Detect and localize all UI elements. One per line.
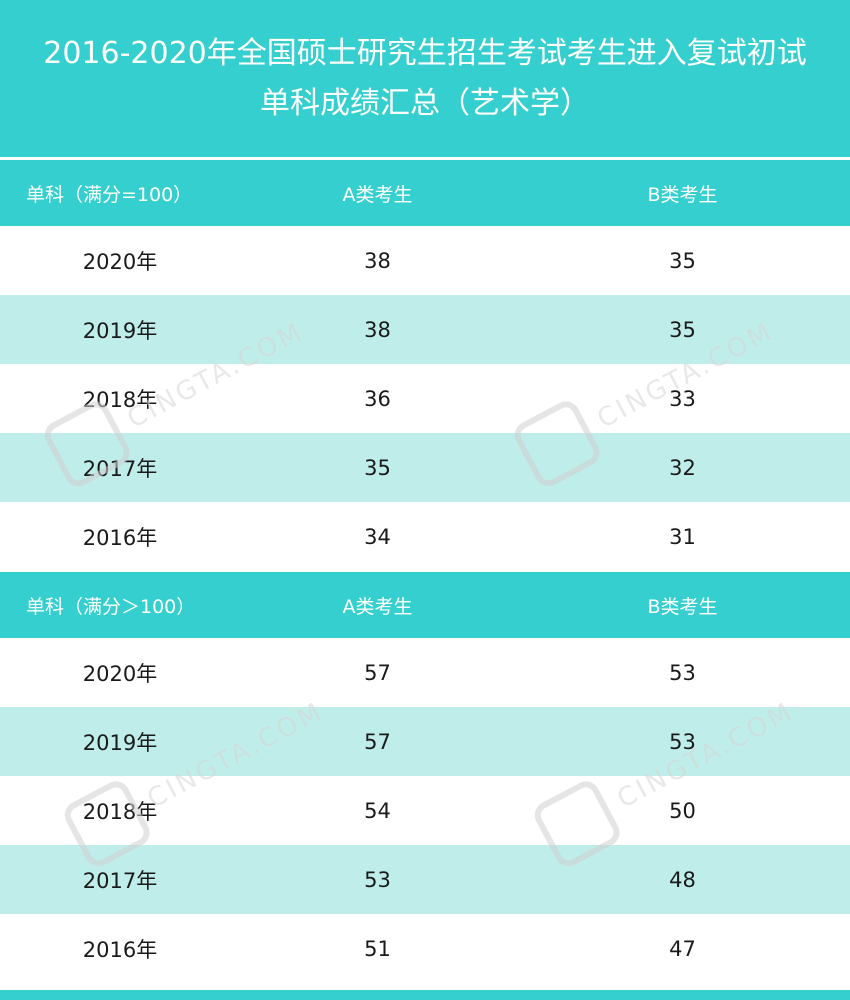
- b-score-cell: 32: [669, 455, 696, 480]
- b-score-cell: 53: [669, 660, 696, 685]
- table-row: 2017年 35 32: [0, 433, 850, 502]
- table-row: 2016年 51 47: [0, 914, 850, 983]
- b-score-cell: 31: [669, 524, 696, 549]
- a-score-cell: 35: [364, 455, 391, 480]
- header-b-class: B类考生: [647, 183, 718, 206]
- table-row: 2020年 38 35: [0, 226, 850, 295]
- header-a-class: A类考生: [342, 183, 413, 206]
- year-cell: 2019年: [82, 318, 158, 343]
- a-score-cell: 38: [364, 248, 391, 273]
- a-score-cell: 57: [364, 729, 391, 754]
- year-cell: 2018年: [82, 387, 158, 412]
- table-row: 2018年 36 33: [0, 364, 850, 433]
- b-score-cell: 35: [669, 317, 696, 342]
- table-row: 2019年 38 35: [0, 295, 850, 364]
- header-subject: 单科（满分=100）: [26, 183, 193, 206]
- header-subject: 单科（满分＞100）: [26, 595, 196, 618]
- year-cell: 2017年: [82, 456, 158, 481]
- title-line-1: 2016-2020年全国硕士研究生招生考试考生进入复试初试: [43, 35, 807, 71]
- year-cell: 2017年: [82, 868, 158, 893]
- b-score-cell: 47: [669, 936, 696, 961]
- table-row: 2017年 53 48: [0, 845, 850, 914]
- year-cell: 2018年: [82, 799, 158, 824]
- a-score-cell: 57: [364, 660, 391, 685]
- header-b-class: B类考生: [647, 595, 718, 618]
- title-line-2: 单科成绩汇总（艺术学）: [260, 85, 590, 121]
- a-score-cell: 34: [364, 524, 391, 549]
- a-score-cell: 51: [364, 936, 391, 961]
- year-cell: 2020年: [82, 661, 158, 686]
- header-a-class: A类考生: [342, 595, 413, 618]
- b-score-cell: 33: [669, 386, 696, 411]
- score-table-eq100: 单科（满分=100） A类考生 B类考生 2020年 38 35 2019年 3…: [0, 160, 850, 571]
- table-row: 2018年 54 50: [0, 776, 850, 845]
- bottom-accent-bar: [0, 990, 850, 1000]
- b-score-cell: 53: [669, 729, 696, 754]
- a-score-cell: 36: [364, 386, 391, 411]
- year-cell: 2016年: [82, 937, 158, 962]
- table-row: 2016年 34 31: [0, 502, 850, 571]
- title-divider: [0, 157, 850, 160]
- table-header: 单科（满分=100） A类考生 B类考生: [0, 160, 850, 226]
- table-header: 单科（满分＞100） A类考生 B类考生: [0, 572, 850, 638]
- table-row: 2019年 57 53: [0, 707, 850, 776]
- a-score-cell: 53: [364, 867, 391, 892]
- table-row: 2020年 57 53: [0, 638, 850, 707]
- a-score-cell: 54: [364, 798, 391, 823]
- year-cell: 2020年: [82, 249, 158, 274]
- score-table-gt100: 单科（满分＞100） A类考生 B类考生 2020年 57 53 2019年 5…: [0, 572, 850, 983]
- year-cell: 2019年: [82, 730, 158, 755]
- year-cell: 2016年: [82, 525, 158, 550]
- page-title: 2016-2020年全国硕士研究生招生考试考生进入复试初试 单科成绩汇总（艺术学…: [0, 0, 850, 157]
- a-score-cell: 38: [364, 317, 391, 342]
- b-score-cell: 50: [669, 798, 696, 823]
- b-score-cell: 35: [669, 248, 696, 273]
- b-score-cell: 48: [669, 867, 696, 892]
